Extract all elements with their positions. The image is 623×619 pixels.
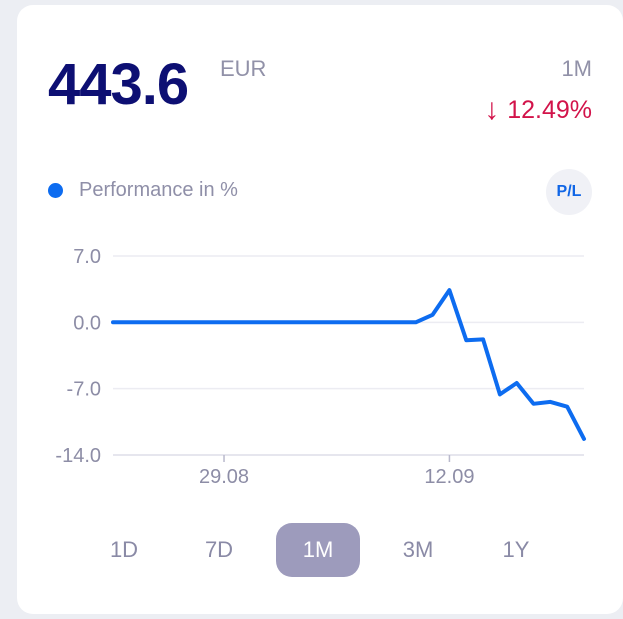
period-button-7d[interactable]: 7D	[204, 537, 234, 562]
current-value: 443.6	[48, 52, 189, 117]
change-percent: 12.49%	[507, 95, 592, 124]
profit-loss-toggle-button[interactable]: P/L	[546, 169, 592, 215]
selected-period-label: 1M	[561, 56, 592, 81]
performance-card: 443.6 EUR 1M ↓ 12.49% Performance in % P…	[17, 5, 623, 614]
y-tick-label: -7.0	[67, 379, 101, 401]
y-tick-label: -14.0	[55, 445, 101, 467]
period-button-1y[interactable]: 1Y	[502, 537, 530, 562]
x-tick-label: 29.08	[199, 466, 249, 488]
period-button-3m[interactable]: 3M	[402, 537, 434, 562]
period-button-1d[interactable]: 1D	[109, 537, 139, 562]
legend-dot-icon	[48, 183, 63, 198]
currency-label: EUR	[220, 56, 267, 81]
legend-label: Performance in %	[79, 179, 238, 201]
arrow-down-icon: ↓	[484, 93, 500, 126]
performance-series-line	[111, 288, 586, 441]
y-tick-label: 0.0	[73, 312, 101, 334]
change-indicator: ↓ 12.49%	[484, 95, 592, 125]
x-tick-label: 12.09	[424, 466, 474, 488]
y-tick-label: 7.0	[73, 246, 101, 268]
chart-legend: Performance in %	[48, 179, 238, 202]
period-button-1m[interactable]: 1M	[276, 523, 360, 577]
